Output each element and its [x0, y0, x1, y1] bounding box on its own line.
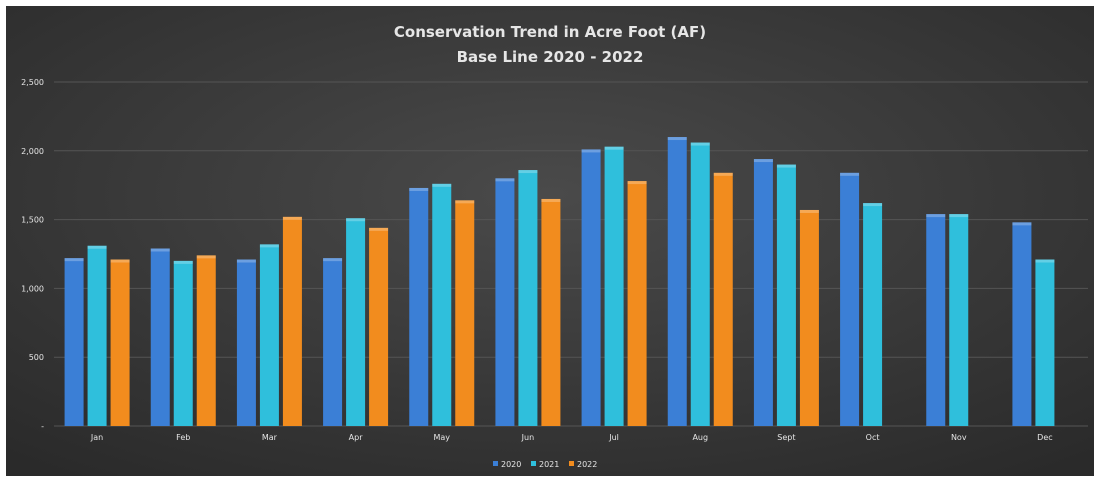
- bar-highlight: [150, 248, 170, 252]
- bar-2021-aug: [690, 142, 710, 426]
- bar-2020-feb: [150, 248, 170, 426]
- bar-2021-feb: [173, 260, 193, 426]
- bar-highlight: [346, 218, 366, 222]
- bar-2022-jan: [110, 259, 130, 426]
- y-tick-label: 2,000: [21, 147, 44, 156]
- x-axis-ticks: Jan Feb Mar Apr May Jun Jul Aug Sept Oct Nov Dec: [90, 433, 1053, 442]
- bar-highlight: [840, 172, 860, 176]
- bar-2020-jul: [581, 149, 601, 426]
- bar-2020-may: [409, 187, 429, 426]
- bar-2021-apr: [346, 218, 366, 426]
- bar-2020-nov: [926, 214, 946, 426]
- x-tick-label: May: [433, 433, 450, 442]
- bar-highlight: [604, 146, 624, 150]
- bar-highlight: [432, 183, 452, 187]
- bar-2020-jun: [495, 178, 515, 426]
- bar-2020-aug: [667, 137, 687, 427]
- x-tick-label: Jul: [608, 433, 619, 442]
- legend-label: 2022: [577, 460, 597, 469]
- legend-swatch: [531, 461, 536, 466]
- x-tick-label: Oct: [866, 433, 880, 442]
- bar-highlight: [495, 178, 515, 182]
- legend: 2020 2021 2022: [493, 460, 597, 469]
- bar-2022-jun: [541, 198, 561, 426]
- bar-2022-aug: [713, 172, 733, 426]
- bar-2021-nov: [949, 214, 969, 426]
- bar-highlight: [409, 187, 429, 191]
- y-tick-label: 2,500: [21, 78, 44, 87]
- bar-2021-dec: [1035, 259, 1055, 426]
- bar-highlight: [87, 245, 107, 249]
- bar-highlight: [541, 198, 561, 202]
- bar-highlight: [627, 181, 647, 185]
- x-tick-label: Apr: [349, 433, 364, 442]
- bar-chart: - 500 1,000 1,500 2,000 2,500 Jan Feb Mar Apr May…: [6, 6, 1094, 476]
- bar-highlight: [581, 149, 601, 153]
- bar-highlight: [1012, 222, 1032, 226]
- y-tick-label: 1,500: [21, 216, 44, 225]
- bar-highlight: [110, 259, 130, 263]
- bar-highlight: [173, 260, 193, 264]
- y-tick-label: 500: [29, 353, 44, 362]
- y-axis-ticks: - 500 1,000 1,500 2,000 2,500: [21, 78, 44, 431]
- x-tick-label: Jan: [90, 433, 103, 442]
- bar-highlight: [323, 258, 343, 262]
- y-tick-label: 1,000: [21, 284, 44, 293]
- legend-swatch: [569, 461, 574, 466]
- x-tick-label: Aug: [692, 433, 708, 442]
- bar-2020-mar: [236, 259, 256, 426]
- x-tick-label: Dec: [1037, 433, 1052, 442]
- x-tick-label: Feb: [176, 433, 190, 442]
- bar-2021-jun: [518, 170, 538, 426]
- bar-highlight: [799, 209, 819, 213]
- bar-highlight: [713, 172, 733, 176]
- bar-highlight: [753, 159, 773, 163]
- bars: [64, 137, 1055, 427]
- bar-2022-mar: [282, 216, 302, 426]
- bar-2020-jan: [64, 258, 84, 426]
- bar-2021-oct: [863, 203, 883, 426]
- bar-highlight: [518, 170, 538, 174]
- bar-highlight: [196, 255, 216, 259]
- bar-highlight: [949, 214, 969, 218]
- chart-subtitle: Base Line 2020 - 2022: [457, 48, 644, 66]
- bar-highlight: [926, 214, 946, 218]
- bar-2022-may: [455, 200, 475, 426]
- gridlines: [54, 81, 1088, 427]
- bar-2021-may: [432, 183, 452, 426]
- bar-2022-apr: [369, 227, 389, 426]
- bar-2020-oct: [840, 172, 860, 426]
- chart-container: - 500 1,000 1,500 2,000 2,500 Jan Feb Mar Apr May…: [6, 6, 1094, 476]
- bar-2021-mar: [259, 244, 279, 426]
- bar-highlight: [776, 164, 796, 168]
- bar-highlight: [455, 200, 475, 204]
- bar-highlight: [667, 137, 687, 141]
- bar-highlight: [369, 227, 389, 231]
- bar-2022-jul: [627, 181, 647, 426]
- legend-label: 2021: [539, 460, 559, 469]
- bar-2021-jul: [604, 146, 624, 426]
- x-tick-label: Sept: [777, 433, 795, 442]
- x-tick-label: Nov: [951, 433, 967, 442]
- bar-2020-sept: [753, 159, 773, 426]
- bar-highlight: [64, 258, 84, 262]
- x-tick-label: Jun: [521, 433, 535, 442]
- bar-highlight: [690, 142, 710, 146]
- legend-swatch: [493, 461, 498, 466]
- bar-highlight: [863, 203, 883, 207]
- chart-title: Conservation Trend in Acre Foot (AF): [394, 23, 706, 41]
- bar-2020-apr: [323, 258, 343, 426]
- bar-highlight: [282, 216, 302, 220]
- legend-label: 2020: [501, 460, 521, 469]
- bar-highlight: [259, 244, 279, 248]
- bar-2022-sept: [799, 209, 819, 426]
- x-tick-label: Mar: [262, 433, 278, 442]
- bar-2021-sept: [776, 164, 796, 426]
- y-tick-label: -: [41, 422, 44, 431]
- bar-2022-feb: [196, 255, 216, 426]
- bar-2021-jan: [87, 245, 107, 426]
- bar-highlight: [236, 259, 256, 263]
- bar-highlight: [1035, 259, 1055, 263]
- bar-2020-dec: [1012, 222, 1032, 426]
